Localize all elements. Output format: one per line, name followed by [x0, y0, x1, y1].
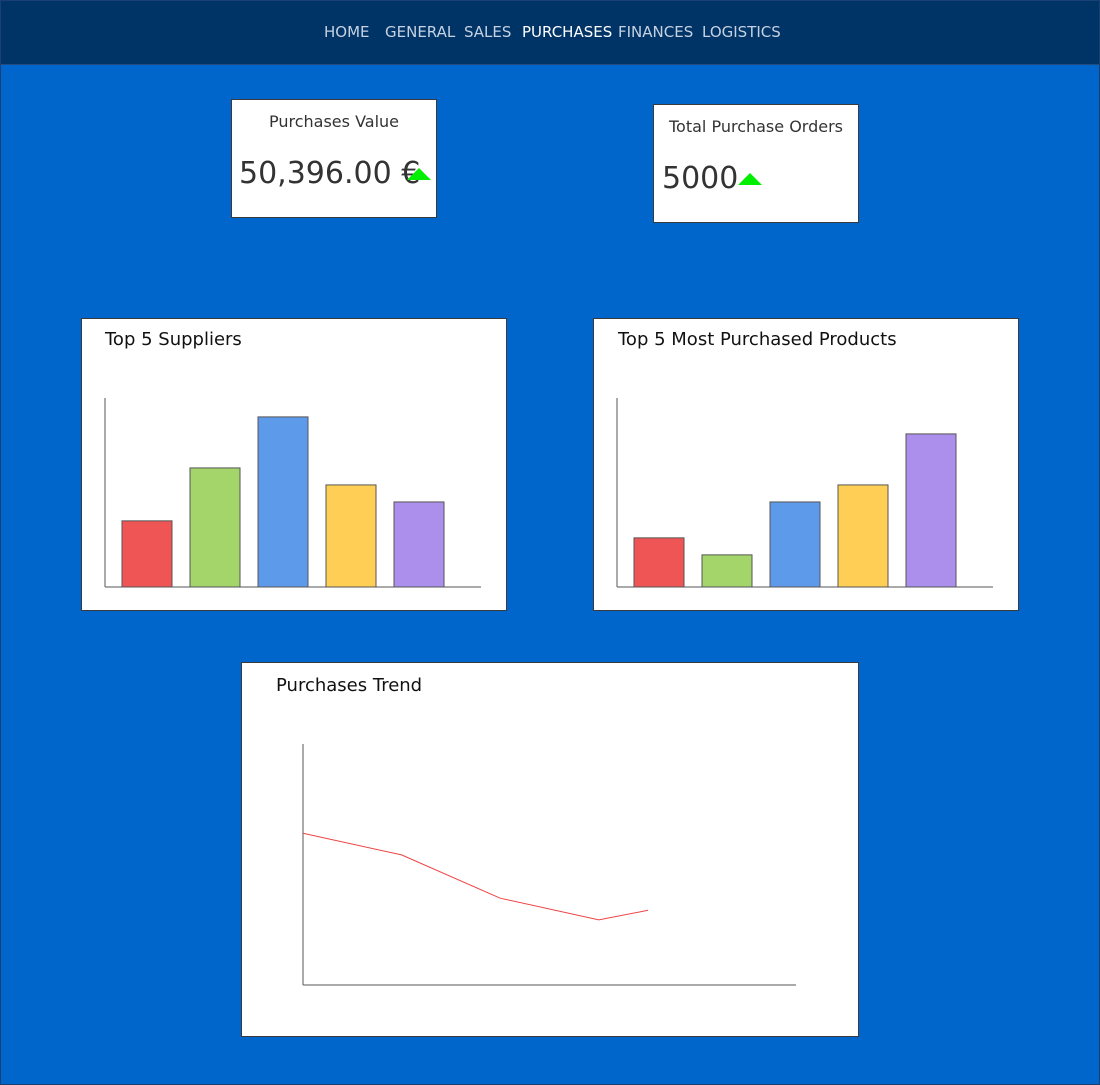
- suppliers-bar-2: [189, 467, 241, 588]
- kpi-purchases-value-card: Purchases Value 50,396.00 €: [231, 99, 437, 218]
- trend-up-icon: [407, 168, 431, 180]
- kpi-total-orders-card: Total Purchase Orders 5000: [653, 104, 859, 223]
- top-navigation: HOME GENERAL SALES PURCHASES FINANCES LO…: [1, 1, 1099, 65]
- nav-finances[interactable]: FINANCES: [618, 23, 694, 41]
- suppliers-bar-4: [325, 484, 377, 588]
- top-products-chart: [616, 398, 993, 588]
- kpi-purchases-value: 50,396.00 €: [239, 156, 421, 191]
- top-products-title: Top 5 Most Purchased Products: [618, 329, 897, 350]
- suppliers-bar-5: [393, 501, 445, 588]
- products-bar-3: [769, 501, 821, 588]
- nav-purchases[interactable]: PURCHASES: [522, 23, 613, 41]
- purchases-trend-chart-card: Purchases Trend: [241, 662, 859, 1037]
- products-bar-5: [905, 433, 957, 588]
- nav-sales[interactable]: SALES: [464, 23, 512, 41]
- kpi-purchases-value-title: Purchases Value: [268, 112, 399, 131]
- suppliers-bar-3: [257, 416, 309, 588]
- nav-home[interactable]: HOME: [324, 23, 370, 41]
- suppliers-bar-1: [121, 520, 173, 588]
- trend-series-line-1: [302, 832, 649, 921]
- top-suppliers-chart: [104, 398, 481, 588]
- kpi-total-orders-value: 5000: [662, 161, 739, 196]
- kpi-total-orders-title: Total Purchase Orders: [669, 117, 843, 136]
- nav-general[interactable]: GENERAL: [385, 23, 456, 41]
- trend-up-icon: [738, 173, 762, 185]
- top-suppliers-chart-card: Top 5 Suppliers: [81, 318, 507, 611]
- products-bar-1: [633, 537, 685, 588]
- nav-logistics[interactable]: LOGISTICS: [702, 23, 781, 41]
- purchases-trend-chart: [302, 744, 796, 986]
- top-suppliers-title: Top 5 Suppliers: [105, 329, 242, 350]
- purchases-trend-title: Purchases Trend: [276, 675, 423, 696]
- top-products-chart-card: Top 5 Most Purchased Products: [593, 318, 1019, 611]
- products-bar-4: [837, 484, 889, 588]
- products-bar-2: [701, 554, 753, 588]
